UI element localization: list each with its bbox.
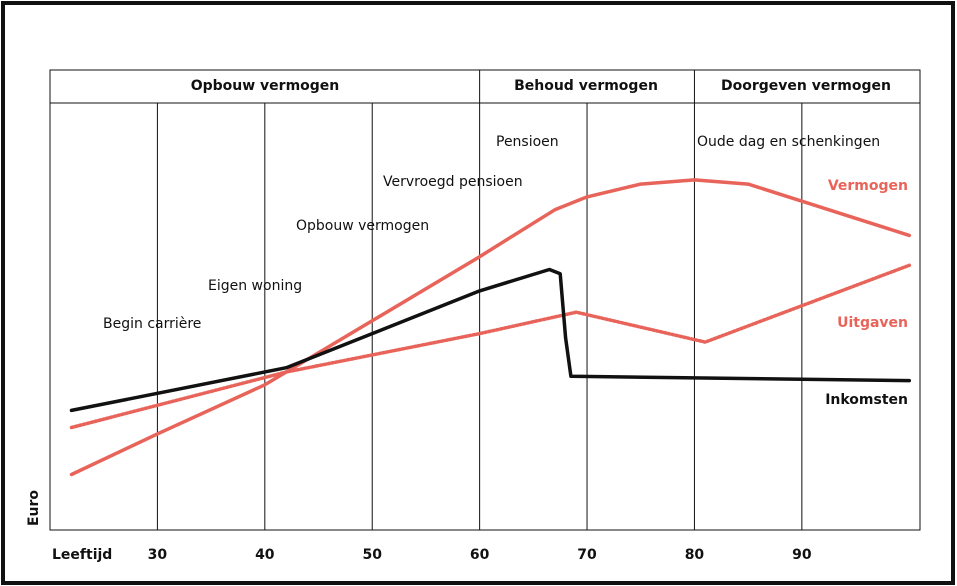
series-line bbox=[69, 263, 912, 430]
plot-box bbox=[49, 69, 921, 531]
series-line bbox=[69, 267, 912, 413]
x-tick-label: 40 bbox=[255, 547, 275, 563]
x-tick-label: 80 bbox=[685, 547, 705, 563]
x-axis-label: Leeftijd bbox=[52, 547, 112, 563]
phase-label: Doorgeven vermogen bbox=[721, 78, 891, 94]
x-tick-label: 60 bbox=[470, 547, 490, 563]
legend-label: Vermogen bbox=[828, 178, 908, 194]
annotation: Eigen woning bbox=[208, 278, 302, 294]
x-tick-label: 90 bbox=[792, 547, 812, 563]
phase-label: Behoud vermogen bbox=[514, 78, 658, 94]
annotation: Vervroegd pensioen bbox=[383, 174, 523, 190]
x-tick-label: 50 bbox=[362, 547, 382, 563]
annotation: Begin carrière bbox=[103, 316, 201, 332]
phase-label: Opbouw vermogen bbox=[191, 78, 340, 94]
legend-label: Inkomsten bbox=[825, 392, 908, 408]
series-line bbox=[69, 178, 912, 477]
x-tick-label: 30 bbox=[148, 547, 168, 563]
annotation: Opbouw vermogen bbox=[296, 218, 429, 234]
annotation: Pensioen bbox=[496, 134, 559, 150]
x-tick-label: 70 bbox=[577, 547, 597, 563]
y-axis-label: Euro bbox=[26, 490, 42, 526]
legend-label: Uitgaven bbox=[837, 315, 908, 331]
annotation: Oude dag en schenkingen bbox=[697, 134, 880, 150]
